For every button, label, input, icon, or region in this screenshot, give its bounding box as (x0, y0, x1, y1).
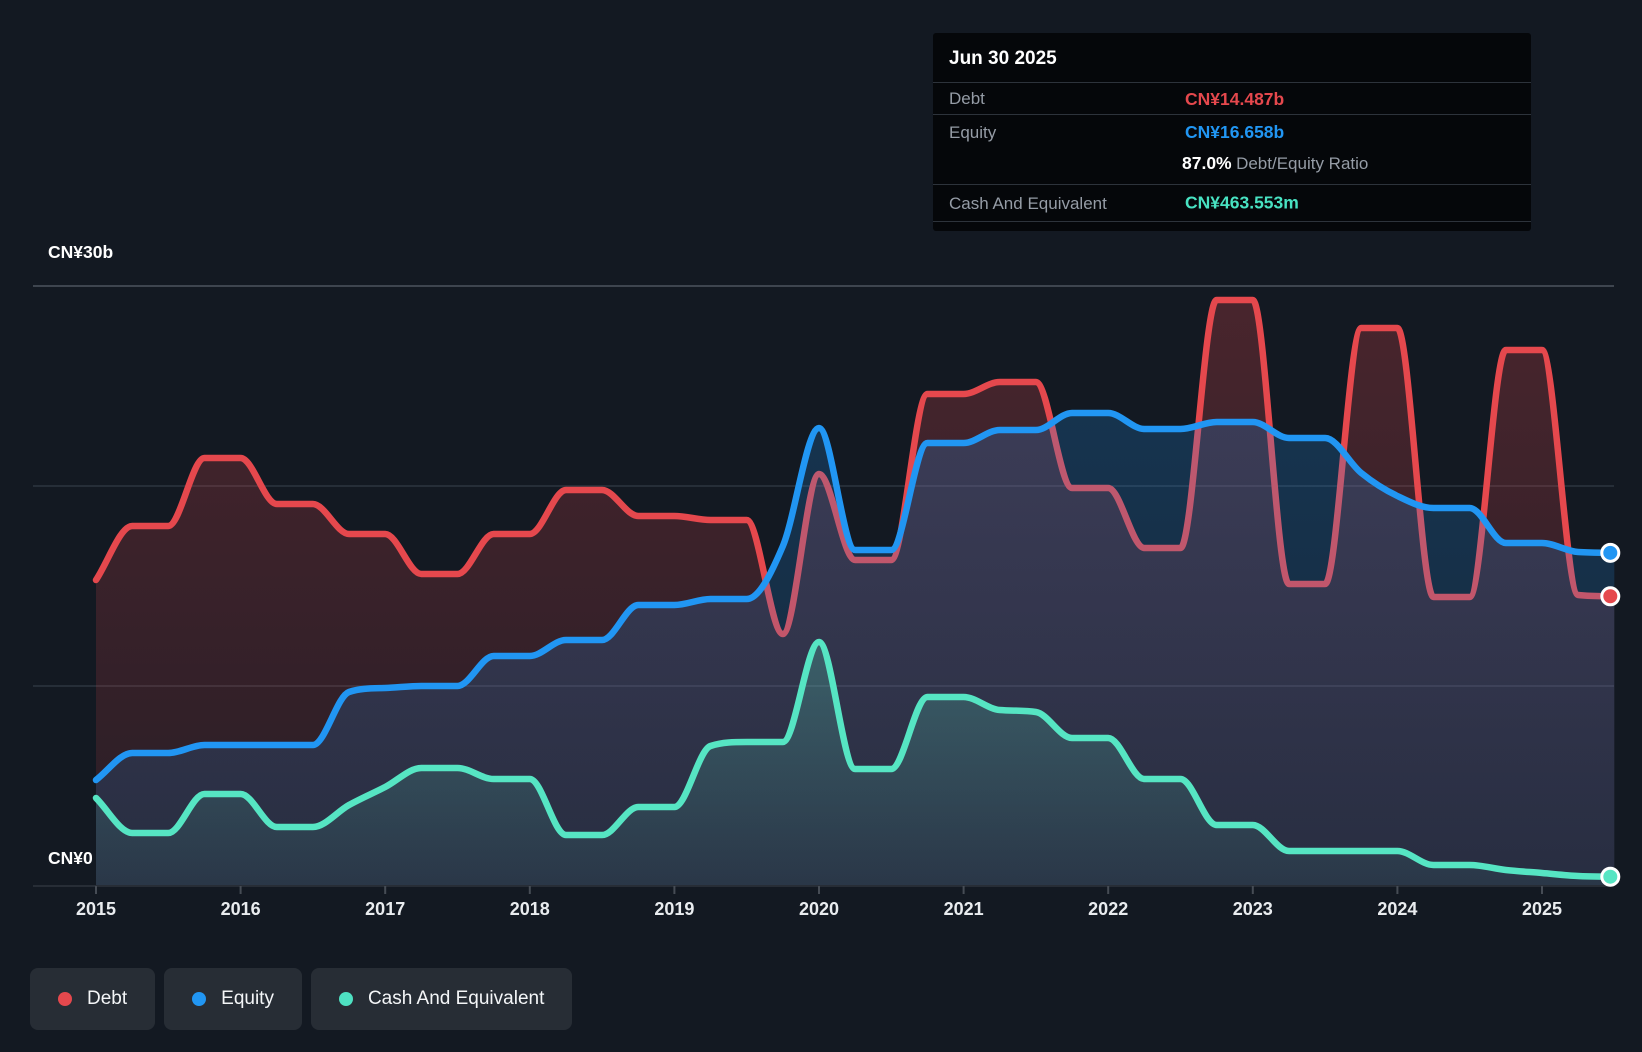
cash-line (92, 638, 1618, 880)
tooltip-date: Jun 30 2025 (949, 48, 1057, 69)
tooltip-row-debt: Debt CN¥14.487b (933, 82, 1531, 114)
x-axis-label-2020: 2020 (799, 899, 839, 919)
legend-item-equity[interactable]: Equity (164, 968, 302, 1030)
tooltip-debt-label: Debt (949, 89, 985, 108)
equity-series-dot-icon (192, 992, 207, 1006)
tooltip-cash-label: Cash And Equivalent (949, 194, 1107, 213)
x-axis-label-2015: 2015 (76, 899, 116, 919)
tooltip-equity-value: CN¥16.658b (1185, 121, 1285, 142)
series-endpoint-dots (1600, 542, 1621, 887)
debt-endpoint-dot (1600, 586, 1621, 607)
tooltip-row-equity: Equity CN¥16.658b (933, 114, 1531, 148)
debt-series-dot-icon (58, 992, 72, 1006)
legend-item-cash[interactable]: Cash And Equivalent (310, 968, 573, 1030)
cash-endpoint-dot (1600, 866, 1621, 887)
x-axis-label-2021: 2021 (944, 899, 984, 919)
x-axis-label-2025: 2025 (1522, 899, 1562, 919)
tooltip-ratio-value: 87.0% (1182, 153, 1232, 173)
tooltip-equity-label: Equity (949, 123, 997, 142)
tooltip-row-cash: Cash And Equivalent CN¥463.553m (933, 184, 1531, 221)
tooltip-bottom-pad (933, 221, 1531, 231)
legend-debt-label: Debt (87, 988, 128, 1009)
tooltip-card: Jun 30 2025 Debt CN¥14.487b Equity CN¥16… (933, 33, 1531, 231)
x-axis-label-2019: 2019 (654, 899, 694, 919)
legend-cash-label: Cash And Equivalent (367, 988, 545, 1009)
equity-endpoint-dot (1600, 542, 1621, 563)
y-axis-zero-label: CN¥0 (48, 848, 93, 868)
tooltip-debt-value: CN¥14.487b (1185, 88, 1285, 109)
tooltip-ratio-label: Debt/Equity Ratio (1236, 154, 1369, 173)
legend: Debt Equity Cash And Equivalent (30, 968, 581, 1030)
y-axis-max-label: CN¥30b (48, 242, 114, 262)
x-axis: 2015 2016 2017 2018 2019 2020 2021 2022 2023 2024… (33, 885, 1614, 919)
x-axis-label-2018: 2018 (510, 899, 550, 919)
equity-area (96, 413, 1615, 886)
tooltip-cash-value: CN¥463.553m (1185, 192, 1299, 213)
x-axis-label-2024: 2024 (1377, 899, 1417, 919)
x-axis-label-2023: 2023 (1233, 899, 1273, 919)
equity-line (92, 409, 1618, 784)
legend-item-debt[interactable]: Debt (30, 968, 156, 1030)
legend-equity-label: Equity (221, 988, 274, 1009)
x-axis-label-2017: 2017 (365, 899, 405, 919)
cash-series-dot-icon (338, 992, 353, 1006)
x-axis-label-2016: 2016 (221, 899, 261, 919)
tooltip-row-ratio: 87.0% Debt/Equity Ratio (933, 148, 1531, 184)
debt-line (92, 296, 1618, 638)
x-axis-label-2022: 2022 (1088, 899, 1128, 919)
